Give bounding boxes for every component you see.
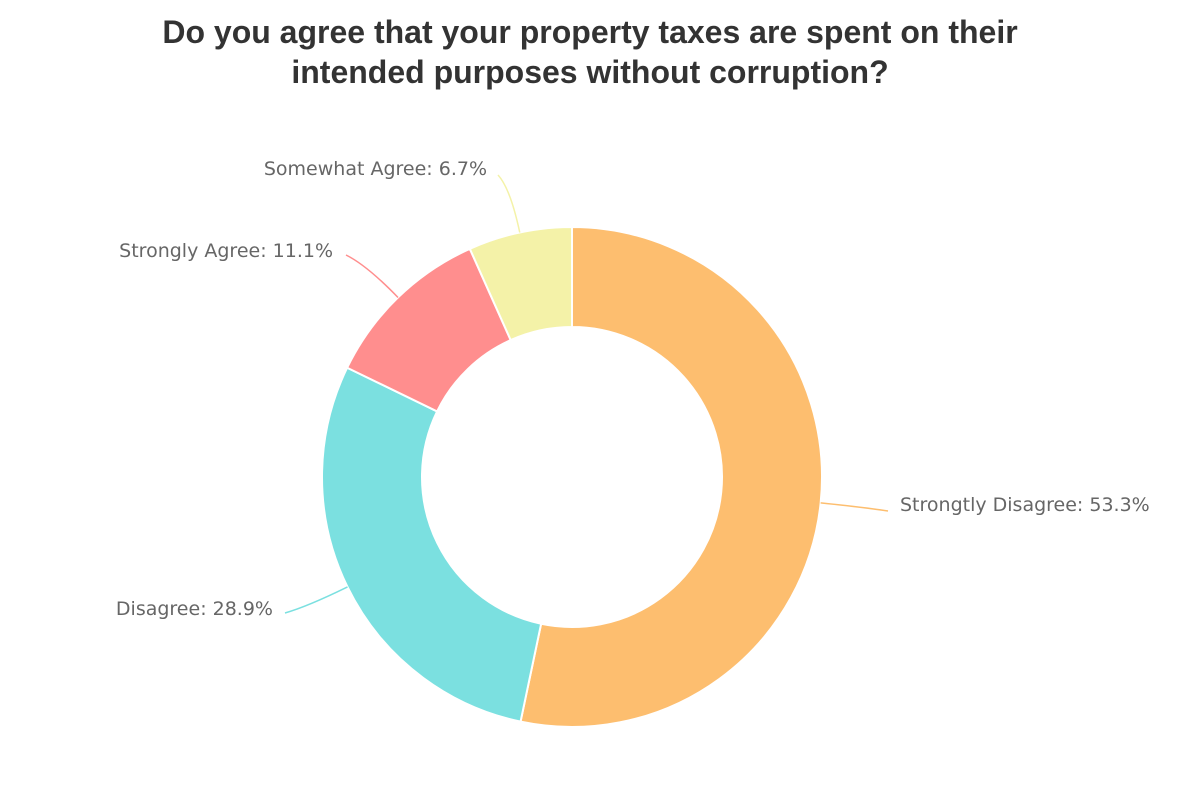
leader-line-disagree <box>284 586 348 614</box>
slice-strongtly-disagree <box>519 225 824 728</box>
label-leader-lines <box>284 174 889 614</box>
chart-title: Do you agree that your property taxes ar… <box>0 12 1180 92</box>
leader-line-strongly-agree <box>345 254 399 298</box>
slice-labels: Strongtly Disagree: 53.3% Disagree: 28.9%… <box>116 158 1150 620</box>
label-strongtly-disagree: Strongtly Disagree: 53.3% <box>900 494 1150 516</box>
leader-line-strongtly-disagree <box>820 502 889 512</box>
label-strongly-agree: Strongly Agree: 11.1% <box>119 240 333 262</box>
chart-title-line-2: intended purposes without corruption? <box>291 54 889 90</box>
leader-line-somewhat-agree <box>497 174 521 233</box>
slice-somewhat-agree <box>468 225 573 342</box>
label-somewhat-agree: Somewhat Agree: 6.7% <box>264 158 487 180</box>
donut-slices <box>321 225 824 728</box>
slice-disagree <box>321 366 543 723</box>
chart-title-line-1: Do you agree that your property taxes ar… <box>162 14 1018 50</box>
label-disagree: Disagree: 28.9% <box>116 598 273 620</box>
